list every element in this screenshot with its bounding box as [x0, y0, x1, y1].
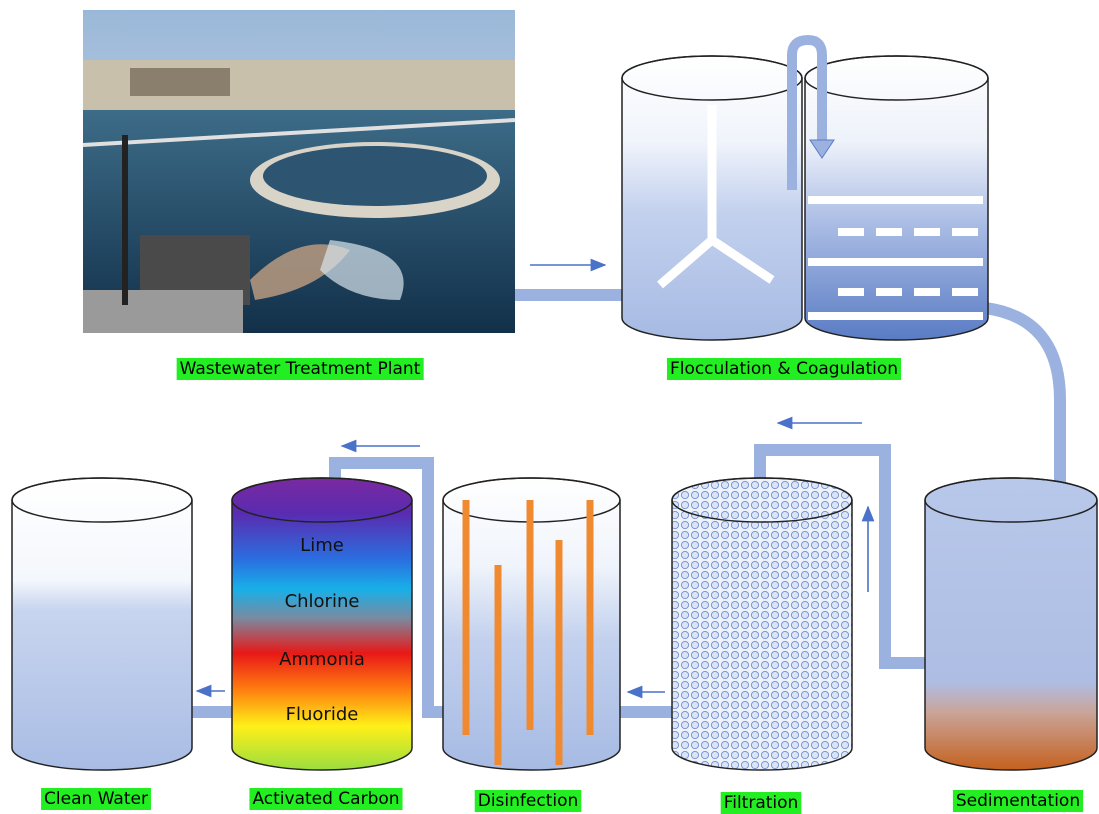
sedimentation-tank-top: [924, 477, 1098, 523]
coag-tank-top: [804, 55, 989, 101]
carbon-tank-top: [231, 477, 413, 523]
label-highlight: [666, 358, 902, 380]
chemical-label: Chlorine: [285, 591, 360, 612]
label-highlight: [952, 790, 1084, 812]
filtration-tank-top: [671, 477, 853, 523]
label-highlight: [176, 358, 424, 380]
stage-label: Wastewater Treatment Plant: [180, 359, 421, 379]
plant-photo: [82, 10, 516, 333]
pipes: [190, 289, 1066, 718]
label-highlight: [720, 792, 802, 814]
label-highlight: [41, 788, 151, 810]
stage-label: Disinfection: [478, 791, 579, 811]
chemical-label: Lime: [300, 535, 344, 556]
clean-water-tank-top: [11, 477, 193, 523]
stage-label: Flocculation & Coagulation: [670, 359, 898, 379]
floc-tank-top: [621, 55, 803, 101]
chemical-label: Ammonia: [279, 649, 365, 670]
stage-label: Activated Carbon: [252, 789, 399, 809]
stage-label: Clean Water: [44, 789, 148, 809]
stage-label: Filtration: [724, 793, 799, 813]
mixer: [657, 105, 775, 289]
label-highlight: [474, 790, 582, 812]
transfer-pipe: [787, 34, 827, 190]
stage-label: Sedimentation: [956, 791, 1080, 811]
transfer-arrow: [809, 139, 835, 159]
label-highlight: [249, 788, 403, 810]
chemical-label: Fluoride: [286, 704, 359, 725]
flow-arrows: [195, 258, 875, 699]
